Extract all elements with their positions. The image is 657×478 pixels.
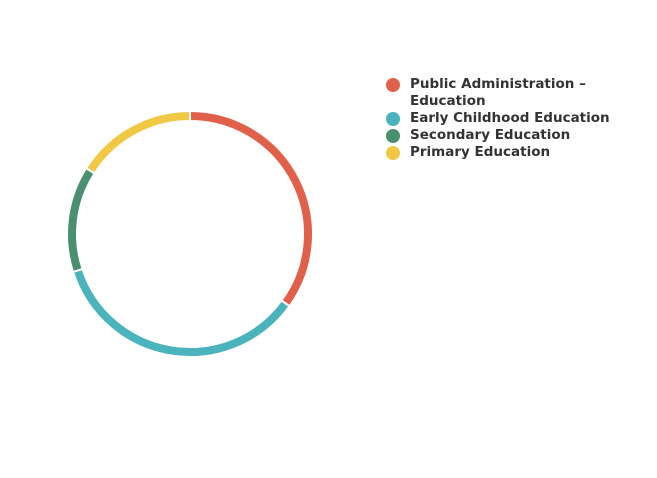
legend-label: Secondary Education (410, 127, 571, 143)
legend-item-1[interactable]: Public Administration – Education (386, 76, 636, 110)
chart-legend: Public Administration – Education Early C… (386, 76, 636, 161)
legend-label: Primary Education (410, 144, 551, 160)
legend-swatch (386, 78, 400, 92)
legend-label: Public Administration – Education (410, 76, 586, 109)
legend-label: Early Childhood Education (410, 110, 610, 126)
donut-slice-4[interactable] (84, 109, 191, 175)
donut-slice-2[interactable] (71, 267, 291, 358)
legend-swatch (386, 112, 400, 126)
legend-item-2[interactable]: Early Childhood Education (386, 110, 636, 127)
legend-item-3[interactable]: Secondary Education (386, 127, 636, 144)
legend-swatch (386, 146, 400, 160)
donut-slice-1[interactable] (189, 109, 314, 308)
donut-slice-3[interactable] (66, 166, 96, 274)
legend-item-4[interactable]: Primary Education (386, 144, 636, 161)
legend-swatch (386, 129, 400, 143)
